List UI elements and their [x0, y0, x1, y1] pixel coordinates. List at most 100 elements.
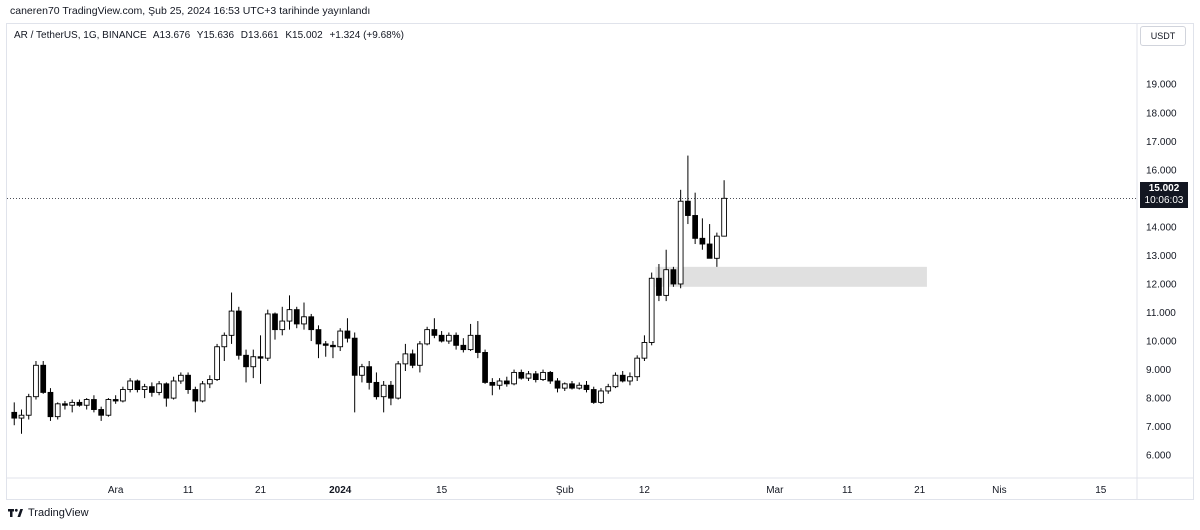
candle-body — [634, 357, 641, 378]
candle-body — [438, 334, 445, 342]
candle-body — [286, 309, 293, 322]
price-tick-label: 18.000 — [1146, 108, 1177, 119]
candle-body — [141, 386, 148, 390]
symbol-legend: AR / TetherUS, 1G, BINANCE A13.676 Y15.6… — [14, 30, 408, 41]
candle-body — [561, 383, 568, 389]
time-tick-label: 11 — [842, 485, 853, 496]
price-tick-label: 8.000 — [1146, 394, 1171, 405]
candle-body — [257, 356, 264, 359]
candle-body — [721, 197, 727, 237]
candle-body — [359, 366, 365, 376]
time-tick-label: 12 — [639, 485, 651, 496]
candle-body — [91, 399, 97, 410]
candle-body — [33, 364, 39, 398]
candle-body — [192, 389, 199, 402]
candle-body — [69, 401, 76, 406]
time-tick-label: Şub — [556, 485, 574, 496]
candle-body — [503, 380, 510, 385]
candle-body — [351, 337, 358, 376]
candle-body — [185, 374, 191, 390]
candle-body — [446, 334, 452, 342]
candle-body — [112, 399, 119, 402]
currency-button[interactable]: USDT — [1140, 26, 1186, 46]
candle-body — [279, 320, 286, 331]
candle-body — [380, 384, 387, 398]
candle-body — [431, 329, 438, 336]
time-tick-label: Mar — [766, 485, 784, 496]
price-tick-label: 11.000 — [1146, 308, 1176, 319]
candle-body — [18, 414, 25, 419]
candle-body — [177, 374, 184, 382]
price-tick-label: 12.000 — [1146, 279, 1177, 290]
candle-body — [206, 379, 213, 385]
candle-body — [641, 342, 648, 359]
price-tick-label: 13.000 — [1146, 251, 1177, 262]
legend-high: Y15.636 — [196, 30, 235, 41]
bar-countdown: 10:06:03 — [1144, 195, 1184, 206]
time-tick-label: 21 — [914, 485, 926, 496]
candle-body — [25, 396, 32, 416]
price-tick-label: 10.000 — [1146, 337, 1177, 348]
candle-body — [402, 353, 409, 365]
candle-body — [540, 371, 546, 381]
price-tick-label: 17.000 — [1146, 137, 1177, 148]
footer-brand-label: TradingView — [28, 507, 89, 519]
legend-low: D13.661 — [240, 30, 279, 41]
last-price-value: 15.002 — [1148, 183, 1180, 194]
chart-frame — [6, 23, 1194, 500]
candle-body — [670, 269, 677, 285]
price-tick-label: 9.000 — [1146, 365, 1171, 376]
candle-body — [395, 363, 402, 399]
candle-body — [54, 403, 61, 418]
legend-open: A13.676 — [152, 30, 191, 41]
candle-body — [199, 383, 206, 402]
price-tick-label: 19.000 — [1146, 80, 1177, 91]
candle-body — [648, 277, 655, 343]
candle-body — [170, 380, 177, 399]
candle-body — [532, 373, 539, 381]
candle-body — [612, 374, 619, 388]
candle-body — [409, 353, 416, 366]
candle-body — [322, 343, 329, 346]
candle-body — [344, 330, 351, 339]
legend-symbol[interactable]: AR / TetherUS, 1G, BINANCE — [14, 30, 147, 41]
time-tick-label: 15 — [1095, 485, 1107, 496]
candle-body — [243, 354, 249, 368]
candle-body — [663, 269, 670, 296]
candle-body — [417, 343, 423, 366]
candle-body — [163, 383, 170, 399]
candle-body — [677, 200, 684, 285]
time-tick-label: Ara — [108, 485, 124, 496]
candle-body — [699, 237, 706, 245]
candle-body — [656, 277, 662, 296]
candle-body — [388, 384, 394, 399]
publish-info: caneren70 TradingView.com, Şub 25, 2024 … — [10, 5, 371, 17]
candle-body — [692, 215, 698, 239]
candle-body — [489, 381, 496, 386]
candle-body — [337, 330, 344, 348]
candle-body — [293, 309, 300, 325]
footer-brand[interactable]: TradingView — [8, 507, 89, 519]
time-tick-label: Nis — [992, 485, 1006, 496]
candle-body — [482, 352, 488, 383]
candle-body — [250, 356, 257, 368]
candle-body — [511, 371, 517, 385]
candle-body — [76, 401, 83, 406]
candle-body — [40, 364, 47, 393]
candle-body — [105, 399, 112, 416]
candle-body — [714, 235, 720, 259]
time-tick-label: 2024 — [329, 485, 352, 496]
candle-body — [685, 200, 691, 216]
candle-body — [120, 389, 126, 402]
candle-body — [315, 329, 322, 345]
candle-body — [235, 310, 242, 356]
candle-body — [518, 371, 525, 379]
candle-body — [134, 380, 141, 390]
candle-body — [62, 403, 68, 406]
time-tick-label: 21 — [255, 485, 267, 496]
candle-body — [496, 380, 503, 386]
candle-body — [525, 373, 532, 379]
candle-body — [264, 313, 271, 359]
candle-body — [547, 371, 554, 382]
